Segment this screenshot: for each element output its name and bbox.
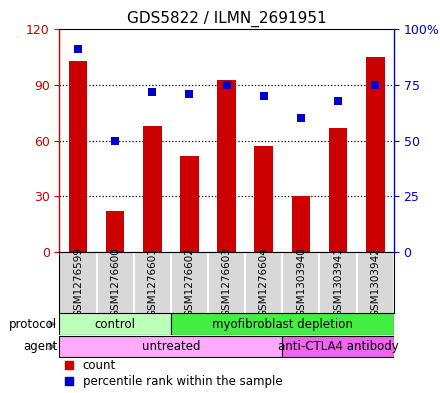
Text: control: control — [95, 318, 136, 331]
Point — [297, 115, 304, 121]
Title: GDS5822 / ILMN_2691951: GDS5822 / ILMN_2691951 — [127, 11, 326, 27]
Text: GSM1303940: GSM1303940 — [296, 248, 306, 317]
Bar — [69, 61, 87, 252]
FancyBboxPatch shape — [59, 313, 171, 335]
Text: GSM1303941: GSM1303941 — [333, 248, 343, 317]
FancyBboxPatch shape — [171, 313, 394, 335]
Point — [223, 82, 230, 88]
Text: GSM1276599: GSM1276599 — [73, 247, 83, 318]
Point — [74, 46, 81, 53]
Text: untreated: untreated — [142, 340, 200, 353]
Text: myofibroblast depletion: myofibroblast depletion — [212, 318, 353, 331]
Text: GSM1276600: GSM1276600 — [110, 248, 120, 317]
Point — [149, 88, 156, 95]
Bar — [254, 146, 273, 252]
Point — [66, 362, 73, 369]
Text: percentile rank within the sample: percentile rank within the sample — [83, 375, 282, 388]
Text: GSM1276602: GSM1276602 — [184, 248, 194, 317]
Bar — [366, 57, 385, 252]
Bar — [143, 126, 161, 252]
Point — [334, 97, 341, 104]
Text: GSM1276603: GSM1276603 — [222, 248, 231, 317]
Text: protocol: protocol — [9, 318, 57, 331]
Point — [112, 138, 119, 144]
Bar — [106, 211, 125, 252]
Point — [260, 93, 267, 99]
Text: agent: agent — [23, 340, 57, 353]
Bar — [292, 196, 310, 252]
Text: GSM1276601: GSM1276601 — [147, 248, 157, 317]
Point — [372, 82, 379, 88]
Text: count: count — [83, 359, 116, 372]
Bar — [329, 128, 347, 252]
Bar — [217, 79, 236, 252]
Text: GSM1303942: GSM1303942 — [370, 248, 380, 317]
FancyBboxPatch shape — [282, 336, 394, 357]
Text: anti-CTLA4 antibody: anti-CTLA4 antibody — [278, 340, 399, 353]
Bar — [180, 156, 199, 252]
Point — [186, 91, 193, 97]
Point — [66, 378, 73, 384]
Text: GSM1276604: GSM1276604 — [259, 248, 269, 317]
FancyBboxPatch shape — [59, 336, 282, 357]
